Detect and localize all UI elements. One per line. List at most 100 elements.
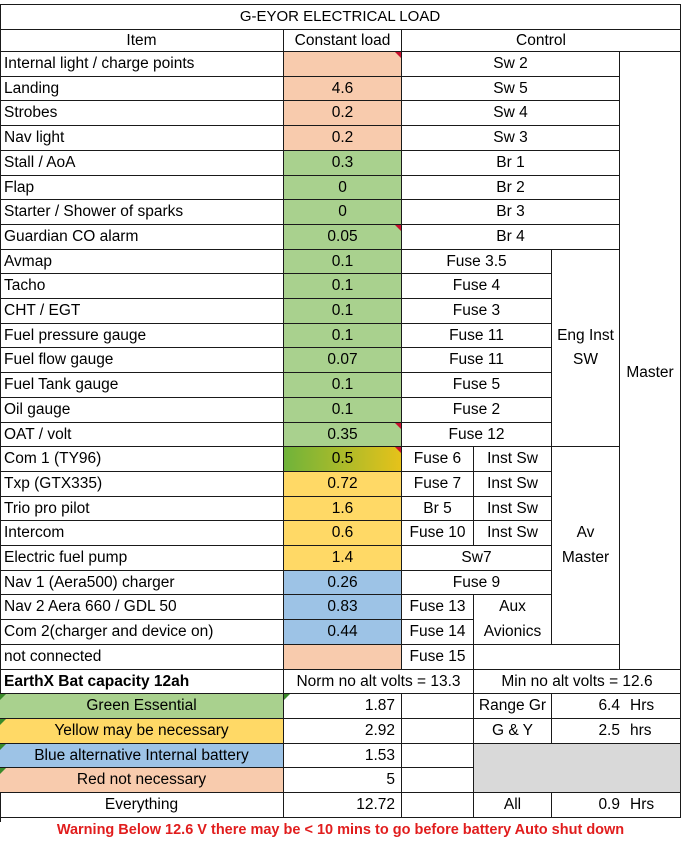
control-pump-switch: Sw7 xyxy=(402,546,552,571)
table-row-item: Stall / AoA xyxy=(0,151,284,176)
summary-gray-block xyxy=(474,768,681,793)
warning-text: Warning Below 12.6 V there may be < 10 m… xyxy=(56,821,625,838)
table-row-load: 0.07 xyxy=(284,348,402,373)
control-fuse: Fuse 3 xyxy=(402,299,552,324)
summary-range-value: 6.4 xyxy=(552,694,626,719)
control-inst-sw: Inst Sw xyxy=(474,472,552,497)
table-row-load: 1.6 xyxy=(284,497,402,521)
table-row-item: Strobes xyxy=(0,101,284,126)
control-inst-sw: Inst Sw xyxy=(474,521,552,546)
header-control: Control xyxy=(402,30,681,52)
control-switch: Br 2 xyxy=(402,176,620,200)
table-row-load xyxy=(284,52,402,77)
summary-value: 2.92 xyxy=(284,719,402,744)
control-aux-blank xyxy=(474,645,620,670)
control-switch: Sw 3 xyxy=(402,126,620,151)
control-switch: Br 1 xyxy=(402,151,620,176)
table-row-item: not connected xyxy=(0,645,284,670)
summary-range-label: All xyxy=(474,793,552,818)
summary-spacer xyxy=(402,768,474,793)
table-row-load: 0.1 xyxy=(284,274,402,299)
control-switch: Sw 2 xyxy=(402,52,620,77)
table-row-item: Trio pro pilot xyxy=(0,497,284,521)
control-inst-fuse: Fuse 10 xyxy=(402,521,474,546)
control-switch: Sw 4 xyxy=(402,101,620,126)
table-row-item: CHT / EGT xyxy=(0,299,284,324)
table-row-load: 0.72 xyxy=(284,472,402,497)
control-fuse: Fuse 2 xyxy=(402,398,552,423)
summary-value: 1.53 xyxy=(284,744,402,768)
table-row-load: 0.83 xyxy=(284,595,402,620)
table-row-load: 0.3 xyxy=(284,151,402,176)
control-fuse: Fuse 3.5 xyxy=(402,250,552,274)
table-row-load: 0.1 xyxy=(284,398,402,423)
table-row-item: Electric fuel pump xyxy=(0,546,284,571)
table-row-item: Tacho xyxy=(0,274,284,299)
summary-range-value: 0.9 xyxy=(552,793,626,818)
header-load: Constant load xyxy=(284,30,402,52)
control-nav1-fuse: Fuse 9 xyxy=(402,571,552,595)
control-fuse: Fuse 4 xyxy=(402,274,552,299)
summary-spacer xyxy=(402,694,474,719)
table-row-load: 0.05 xyxy=(284,225,402,250)
control-aux-fuse: Fuse 13 xyxy=(402,595,474,620)
summary-label: Blue alternative Internal battery xyxy=(0,744,284,768)
table-row-load: 1.4 xyxy=(284,546,402,571)
table-row-load: 0 xyxy=(284,200,402,225)
table-row-item: Nav 1 (Aera500) charger xyxy=(0,571,284,595)
table-row-load: 0.1 xyxy=(284,299,402,324)
table-row-item: Landing xyxy=(0,77,284,101)
header-item: Item xyxy=(0,30,284,52)
summary-range-unit: Hrs xyxy=(626,694,681,719)
table-row-item: Intercom xyxy=(0,521,284,546)
control-aux-fuse: Fuse 15 xyxy=(402,645,474,670)
table-row-load: 0.26 xyxy=(284,571,402,595)
page-title: G-EYOR ELECTRICAL LOAD xyxy=(0,4,681,30)
control-switch: Sw 5 xyxy=(402,77,620,101)
battery-norm-volts: Norm no alt volts = 13.3 xyxy=(284,670,474,694)
control-inst-sw: Inst Sw xyxy=(474,497,552,521)
table-row-load: 0.35 xyxy=(284,423,402,447)
control-switch: Br 3 xyxy=(402,200,620,225)
control-master-top xyxy=(620,52,681,77)
summary-value: 1.87 xyxy=(284,694,402,719)
summary-label: Yellow may be necessary xyxy=(0,719,284,744)
control-fuse: Fuse 12 xyxy=(402,423,552,447)
control-master: Master xyxy=(620,77,681,670)
table-row-item: Starter / Shower of sparks xyxy=(0,200,284,225)
control-fuse: Fuse 11 xyxy=(402,324,552,348)
control-fuse: Fuse 5 xyxy=(402,373,552,398)
control-eng-inst: Eng Inst SW xyxy=(552,250,620,447)
table-row-item: Fuel flow gauge xyxy=(0,348,284,373)
control-av-master: Av Master xyxy=(552,447,620,645)
summary-range-unit: Hrs xyxy=(626,793,681,818)
table-left-border xyxy=(0,4,1,822)
control-aux-fuse: Fuse 14 xyxy=(402,620,474,645)
summary-value: 12.72 xyxy=(284,793,402,818)
summary-spacer xyxy=(402,744,474,768)
summary-range-value: 2.5 xyxy=(552,719,626,744)
table-row-item: OAT / volt xyxy=(0,423,284,447)
summary-label: Everything xyxy=(0,793,284,818)
table-row-load: 0.1 xyxy=(284,373,402,398)
table-row-load xyxy=(284,645,402,670)
control-inst-sw: Inst Sw xyxy=(474,447,552,472)
table-row-load: 0.1 xyxy=(284,250,402,274)
table-row-load: 0.5 xyxy=(284,447,402,472)
battery-capacity: EarthX Bat capacity 12ah xyxy=(0,670,284,694)
table-row-item: Oil gauge xyxy=(0,398,284,423)
table-row-load: 0.1 xyxy=(284,324,402,348)
summary-spacer xyxy=(402,793,474,818)
summary-range-label: G & Y xyxy=(474,719,552,744)
table-row-item: Avmap xyxy=(0,250,284,274)
table-row-item: Com 1 (TY96) xyxy=(0,447,284,472)
table-row-item: Flap xyxy=(0,176,284,200)
control-inst-fuse: Fuse 7 xyxy=(402,472,474,497)
table-row-item: Fuel pressure gauge xyxy=(0,324,284,348)
table-row-item: Guardian CO alarm xyxy=(0,225,284,250)
control-fuse: Fuse 11 xyxy=(402,348,552,373)
table-row-load: 0.2 xyxy=(284,101,402,126)
battery-min-volts: Min no alt volts = 12.6 xyxy=(474,670,681,694)
summary-label: Red not necessary xyxy=(0,768,284,793)
